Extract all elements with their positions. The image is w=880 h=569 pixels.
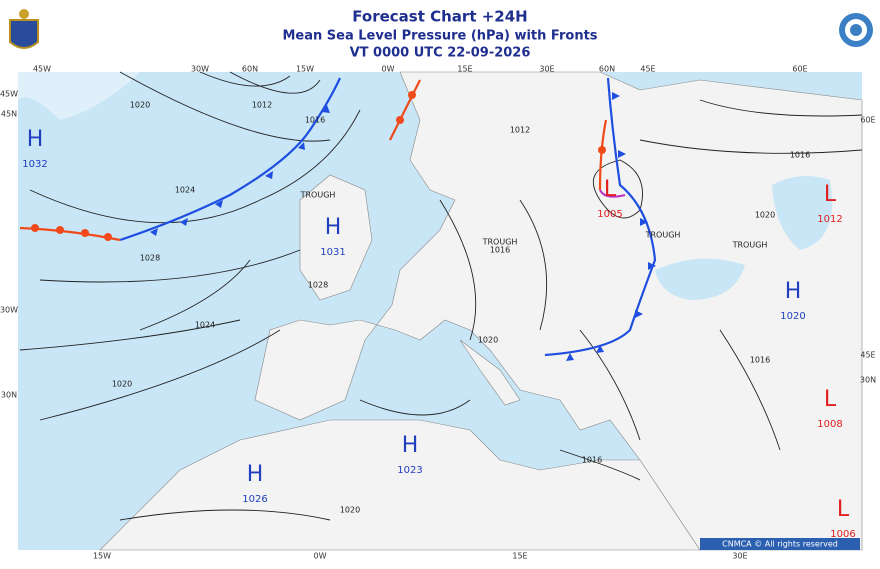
british-isles bbox=[299, 174, 373, 301]
left-logo bbox=[9, 9, 39, 49]
black-sea bbox=[655, 258, 745, 300]
center-value: 1006 bbox=[830, 529, 855, 540]
graticule-label: 15E bbox=[457, 65, 472, 74]
graticule-label: 60N bbox=[599, 65, 615, 74]
center-type: L bbox=[837, 497, 850, 522]
trough-label: TROUGH bbox=[732, 241, 768, 250]
caspian-sea bbox=[772, 176, 832, 250]
isobar-label: 1020 bbox=[340, 506, 360, 515]
graticule-label: 15W bbox=[296, 65, 314, 74]
right-logo bbox=[839, 13, 873, 47]
graticule-label: 60N bbox=[242, 65, 258, 74]
graticule-label: 60E bbox=[860, 116, 875, 125]
center-value: 1005 bbox=[597, 209, 622, 220]
graticule-label: 60E bbox=[792, 65, 807, 74]
isobar-label: 1016 bbox=[750, 356, 770, 365]
graticule-label: 30W bbox=[191, 65, 209, 74]
center-value: 1012 bbox=[817, 214, 842, 225]
isobar-label: 1016 bbox=[790, 151, 810, 160]
center-type: H bbox=[785, 279, 802, 304]
isobars-tight bbox=[199, 71, 643, 219]
copyright-box bbox=[700, 538, 860, 550]
italy bbox=[459, 339, 521, 406]
title: Forecast Chart +24H bbox=[352, 8, 527, 26]
center-type: L bbox=[604, 177, 617, 202]
isobar-label: 1012 bbox=[252, 101, 272, 110]
valid-time: VT 0000 UTC 22-09-2026 bbox=[350, 46, 531, 61]
isobar-label: 1016 bbox=[490, 246, 510, 255]
graticule-label: 0W bbox=[382, 65, 395, 74]
center-value: 1031 bbox=[320, 247, 345, 258]
isobar-label: 1020 bbox=[478, 336, 498, 345]
center-type: H bbox=[27, 127, 44, 152]
center-value: 1008 bbox=[817, 419, 842, 430]
map-area: CNMCA © All rights reserved bbox=[18, 71, 863, 551]
graticule-label: 30N bbox=[860, 376, 876, 385]
isobars bbox=[19, 71, 863, 521]
sea-shade bbox=[18, 72, 140, 120]
isobar-label: 1020 bbox=[112, 380, 132, 389]
copyright: CNMCA © All rights reserved bbox=[722, 540, 838, 549]
isobar-label: 1016 bbox=[305, 116, 325, 125]
center-type: H bbox=[247, 462, 264, 487]
graticule-label: 45N bbox=[1, 110, 17, 119]
cold-front-symbols bbox=[150, 92, 656, 361]
occlusion bbox=[599, 189, 626, 198]
isobar-label: 1012 bbox=[510, 126, 530, 135]
center-type: L bbox=[824, 182, 837, 207]
cold-front-east bbox=[544, 77, 657, 357]
graticule-label: 45E bbox=[860, 351, 875, 360]
north-africa bbox=[99, 419, 701, 551]
center-type: H bbox=[325, 215, 342, 240]
isobar-label: 1020 bbox=[755, 211, 775, 220]
isobar-label: 1020 bbox=[130, 101, 150, 110]
isobar-label: 1028 bbox=[140, 254, 160, 263]
center-value: 1032 bbox=[22, 159, 47, 170]
isobar-label: 1024 bbox=[195, 321, 215, 330]
isobar-label: 1016 bbox=[582, 456, 602, 465]
cold-front bbox=[119, 77, 342, 242]
warm-front-symbols bbox=[31, 91, 606, 241]
graticule-label: 30E bbox=[732, 552, 747, 561]
graticule-label: 45W bbox=[0, 90, 18, 99]
center-value: 1026 bbox=[242, 494, 267, 505]
graticule-label: 15E bbox=[512, 552, 527, 561]
graticule-label: 30E bbox=[539, 65, 554, 74]
center-type: L bbox=[824, 387, 837, 412]
graticule-label: 45E bbox=[640, 65, 655, 74]
graticule-label: 15W bbox=[93, 552, 111, 561]
isobar-label: 1028 bbox=[308, 281, 328, 290]
graticule-label: 0W bbox=[314, 552, 327, 561]
graticule-label: 30N bbox=[1, 391, 17, 400]
graticule-label: 45W bbox=[33, 65, 51, 74]
center-type: H bbox=[402, 433, 419, 458]
center-value: 1023 bbox=[397, 465, 422, 476]
subtitle: Mean Sea Level Pressure (hPa) with Front… bbox=[282, 29, 597, 44]
graticule-label: 30W bbox=[0, 306, 18, 315]
trough-label: TROUGH bbox=[645, 231, 681, 240]
trough-label: TROUGH bbox=[482, 238, 518, 247]
isobar-label: 1024 bbox=[175, 186, 195, 195]
center-value: 1020 bbox=[780, 311, 805, 322]
trough-label: TROUGH bbox=[300, 191, 336, 200]
